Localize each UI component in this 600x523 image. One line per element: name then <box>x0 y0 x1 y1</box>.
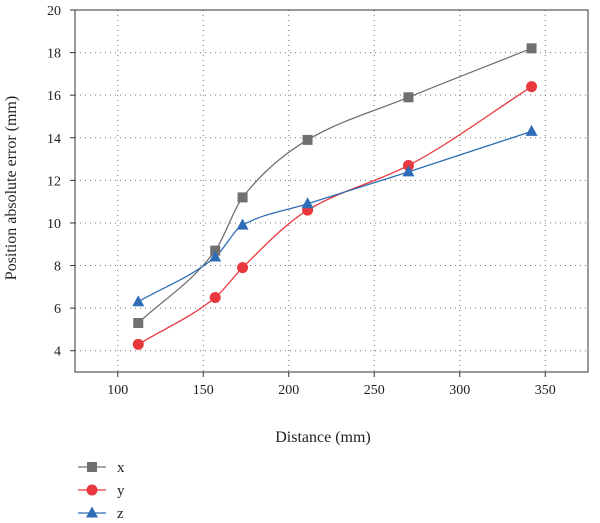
data-point-z <box>132 295 145 307</box>
data-point-x <box>403 92 414 103</box>
data-point-y <box>237 262 249 274</box>
legend-label-z: z <box>117 506 124 522</box>
data-point-z <box>525 124 538 136</box>
x-tick-label: 250 <box>364 383 385 398</box>
legend-marker-z <box>86 506 98 518</box>
y-tick-label: 18 <box>47 47 61 62</box>
plot-frame <box>74 9 589 373</box>
data-point-y <box>209 291 221 303</box>
y-tick-label: 8 <box>54 260 61 275</box>
data-point-x <box>526 43 537 54</box>
y-tick-label: 16 <box>47 89 61 104</box>
x-tick-label: 100 <box>107 383 128 398</box>
legend: xyz <box>78 460 125 522</box>
data-point-x <box>237 192 248 203</box>
data-point-z <box>301 197 314 209</box>
y-tick-label: 20 <box>47 4 61 19</box>
plot-border <box>74 9 589 373</box>
y-tick-label: 14 <box>47 132 61 147</box>
data-point-y <box>132 338 144 350</box>
data-point-z <box>236 218 249 230</box>
x-axis-label: Distance (mm) <box>275 429 371 446</box>
x-tick-label: 300 <box>449 383 470 398</box>
y-tick-label: 10 <box>47 217 61 232</box>
legend-label-y: y <box>117 483 125 499</box>
data-point-z <box>402 165 415 177</box>
y-axis-label: Position absolute error (mm) <box>3 96 20 280</box>
y-tick-label: 6 <box>54 302 61 317</box>
y-tick-label: 4 <box>54 345 61 360</box>
series-line-z <box>137 130 532 303</box>
data-point-x <box>133 318 144 329</box>
legend-marker-y <box>86 484 98 496</box>
series-markers <box>132 43 538 350</box>
x-tick-label: 350 <box>535 383 556 398</box>
series-line-y <box>137 86 532 345</box>
series-lines <box>137 47 532 345</box>
grid-lines <box>75 9 588 372</box>
series-line-x <box>137 47 532 324</box>
x-axis-ticks: 100 150 200 250 300 350 <box>107 372 556 398</box>
data-point-y <box>526 81 538 93</box>
y-axis-ticks: 4 6 8 10 12 14 16 18 20 <box>47 4 75 360</box>
x-tick-label: 200 <box>278 383 299 398</box>
y-tick-label: 12 <box>47 174 61 189</box>
legend-label-x: x <box>117 460 125 476</box>
legend-marker-x <box>87 462 97 472</box>
x-tick-label: 150 <box>193 383 214 398</box>
data-point-x <box>302 134 313 145</box>
data-point-z <box>209 250 222 262</box>
